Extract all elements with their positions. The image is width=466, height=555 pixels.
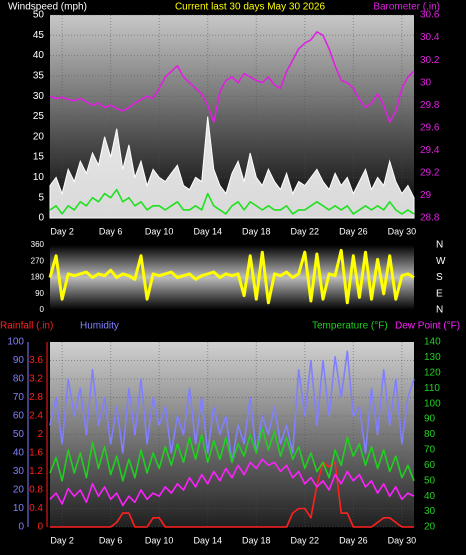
series-label: Temperature (°F) xyxy=(312,321,388,332)
y2-tick-label: 110 xyxy=(424,383,440,394)
y2-tick-label: 140 xyxy=(424,337,441,348)
y2-tick-label: 28.8 xyxy=(420,213,440,224)
y-tick-label: 0 xyxy=(40,305,45,314)
y3-tick-label: 30 xyxy=(13,466,25,477)
series-line xyxy=(49,31,415,123)
x-tick-label: Day 30 xyxy=(388,226,417,236)
x-tick-label: Day 30 xyxy=(388,535,417,545)
y-tick-label: 2.8 xyxy=(29,392,43,403)
series-label: Windspeed (mph) xyxy=(8,2,87,13)
y3-tick-label: 50 xyxy=(13,429,25,440)
series-label: Humidity xyxy=(80,321,119,332)
y2-tick-label: 30 xyxy=(420,77,432,88)
y-tick-label: 90 xyxy=(35,289,44,298)
y3-tick-label: 90 xyxy=(13,355,25,366)
y-tick-label: 1.2 xyxy=(29,466,43,477)
y-tick-label: 2.4 xyxy=(29,411,43,422)
y2-tick-label: W xyxy=(436,256,446,267)
y2-tick-label: 29.8 xyxy=(420,100,440,111)
y-tick-label: 50 xyxy=(33,10,45,21)
y-tick-label: 40 xyxy=(33,50,45,61)
y-tick-label: 360 xyxy=(31,240,45,249)
y2-tick-label: 100 xyxy=(424,398,441,409)
y2-tick-label: 60 xyxy=(424,460,436,471)
y3-tick-label: 80 xyxy=(13,374,25,385)
y2-tick-label: 130 xyxy=(424,352,441,363)
chart-title: Current last 30 days May 30 2026 xyxy=(175,2,326,13)
series-label: Rainfall (.in) xyxy=(0,321,53,332)
y3-tick-label: 0 xyxy=(18,522,24,533)
y2-tick-label: 70 xyxy=(424,445,436,456)
plot-area xyxy=(50,245,414,310)
y3-tick-label: 70 xyxy=(13,392,25,403)
y2-tick-label: N xyxy=(436,305,443,316)
y-tick-label: 30 xyxy=(33,91,45,102)
series-line xyxy=(49,458,415,507)
y3-tick-label: 10 xyxy=(13,503,25,514)
y-tick-label: 0.8 xyxy=(29,485,43,496)
y2-tick-label: 29.6 xyxy=(420,122,440,133)
y3-tick-label: 100 xyxy=(7,337,24,348)
y2-tick-label: 29.2 xyxy=(420,168,440,179)
y3-tick-label: 60 xyxy=(13,411,25,422)
y3-tick-label: 20 xyxy=(13,485,25,496)
y2-tick-label: 120 xyxy=(424,367,441,378)
series-line xyxy=(50,461,414,528)
x-tick-label: Day 2 xyxy=(50,226,74,236)
y2-tick-label: 20 xyxy=(424,522,436,533)
series-line xyxy=(49,188,415,215)
x-tick-label: Day 10 xyxy=(145,535,174,545)
x-tick-label: Day 14 xyxy=(193,535,222,545)
y-tick-label: 45 xyxy=(33,30,45,41)
y2-tick-label: E xyxy=(436,288,443,299)
y2-tick-label: 30.2 xyxy=(420,55,440,66)
y2-tick-label: S xyxy=(436,272,443,283)
y2-tick-label: 80 xyxy=(424,429,436,440)
x-tick-label: Day 2 xyxy=(50,535,74,545)
y-tick-label: 0 xyxy=(38,213,44,224)
y-tick-label: 3.6 xyxy=(29,355,43,366)
y-tick-label: 1.6 xyxy=(29,448,43,459)
series-area xyxy=(49,116,415,219)
series-label: Barometer (.in) xyxy=(373,2,440,13)
y2-tick-label: 40 xyxy=(424,491,436,502)
x-tick-label: Day 10 xyxy=(145,226,174,236)
x-tick-label: Day 14 xyxy=(193,226,222,236)
y2-tick-label: 30.4 xyxy=(420,32,440,43)
y2-tick-label: 29 xyxy=(420,190,432,201)
y2-tick-label: 29.4 xyxy=(420,145,440,156)
y2-tick-label: 90 xyxy=(424,414,436,425)
x-tick-label: Day 22 xyxy=(291,226,320,236)
x-tick-label: Day 18 xyxy=(242,535,271,545)
series-label: Dew Point (°F) xyxy=(395,321,460,332)
y-tick-label: 20 xyxy=(33,131,45,142)
y-tick-label: 35 xyxy=(33,71,45,82)
y-tick-label: 15 xyxy=(33,152,45,163)
x-tick-label: Day 18 xyxy=(242,226,271,236)
y-tick-label: 3.2 xyxy=(29,374,43,385)
y2-tick-label: 30.6 xyxy=(420,10,440,21)
x-tick-label: Day 6 xyxy=(99,535,123,545)
y-tick-label: 270 xyxy=(31,256,45,265)
y-tick-label: 5 xyxy=(38,192,44,203)
y2-tick-label: N xyxy=(436,240,443,251)
x-tick-label: Day 26 xyxy=(339,535,368,545)
series-line xyxy=(49,427,415,482)
y-tick-label: 25 xyxy=(33,111,45,122)
y2-tick-label: 30 xyxy=(424,506,436,517)
series-line xyxy=(48,248,415,305)
y-tick-label: 180 xyxy=(31,273,45,282)
y-tick-label: 0 xyxy=(37,522,43,533)
x-tick-label: Day 6 xyxy=(99,226,123,236)
y-tick-label: 10 xyxy=(33,172,45,183)
y2-tick-label: 50 xyxy=(424,475,436,486)
x-tick-label: Day 26 xyxy=(339,226,368,236)
y3-tick-label: 40 xyxy=(13,448,25,459)
y-tick-label: 2 xyxy=(37,429,43,440)
x-tick-label: Day 22 xyxy=(291,535,320,545)
y-tick-label: 0.4 xyxy=(29,503,43,514)
